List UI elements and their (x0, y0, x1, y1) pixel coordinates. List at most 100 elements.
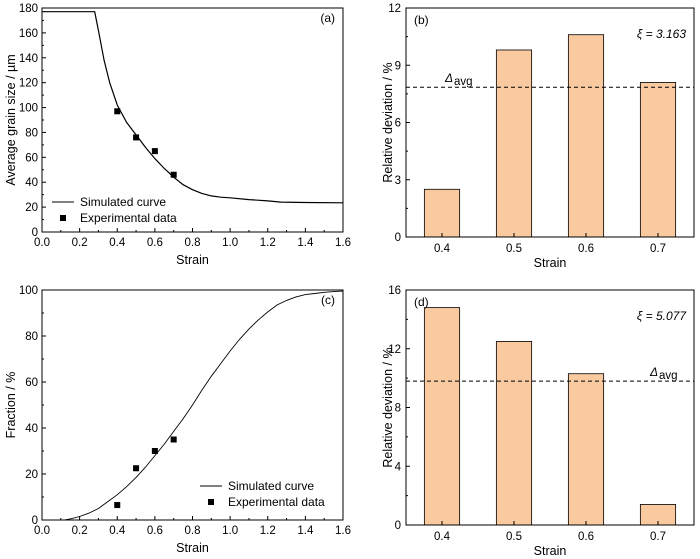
series-line-simulated-a (42, 11, 344, 204)
xi-annotation-d: ξ = 5.077 (637, 309, 687, 323)
data-point-experimental-c (151, 448, 158, 454)
bar-b-0.5 (495, 49, 533, 238)
legend-label-experimental-c: Experimental data (228, 495, 325, 509)
data-point-experimental-a (114, 108, 121, 115)
x-axis-label-c: Strain (176, 541, 209, 555)
bar-b-0.4 (423, 188, 461, 238)
x-tick-label-a: 0.8 (185, 237, 201, 249)
y-tick-label-a: 100 (19, 103, 38, 115)
x-tick-label-c: 0.8 (185, 525, 201, 537)
y-tick-label-a: 160 (19, 28, 38, 40)
y-tick-label-b: 12 (388, 3, 401, 15)
x-axis-label-d: Strain (534, 544, 567, 558)
data-point-experimental-c (133, 465, 140, 472)
x-tick-label-a: 1.0 (222, 237, 238, 249)
bar-b-0.6 (567, 34, 605, 238)
xi-annotation-b: ξ = 3.163 (637, 27, 686, 41)
x-axis-label-a: Strain (176, 253, 209, 267)
legend-label-experimental-a: Experimental data (80, 211, 177, 225)
y-tick-label-c: 40 (25, 423, 38, 435)
x-tick-label-a: 1.4 (297, 237, 314, 249)
y-tick-label-a: 120 (19, 78, 38, 90)
x-tick-label-c: 1.6 (335, 525, 351, 537)
x-axis-label-b: Strain (534, 256, 567, 270)
average-label-subscript-d: avg (659, 370, 678, 382)
plot-frame-d (405, 289, 695, 526)
x-tick-label-c: 0.4 (109, 525, 126, 537)
y-tick-label-a: 60 (25, 152, 38, 164)
data-point-experimental-a (170, 171, 177, 178)
bar-d-0.6 (567, 373, 605, 526)
average-label-d: Δ (649, 365, 658, 379)
panel-b: 0.4 0.5 0.6 0.7 0 3 6 9 12 (b) ξ = 3.163 Δ avg Strain… (381, 3, 695, 270)
y-tick-label-a: 40 (25, 177, 38, 189)
data-point-experimental-c (170, 436, 177, 443)
panel-label-c: (c) (321, 293, 335, 307)
x-tick-label-b: 0.7 (650, 243, 666, 255)
y-tick-label-d: 8 (395, 403, 401, 415)
panel-label-d: (d) (414, 295, 429, 309)
x-tick-label-d: 0.4 (434, 531, 451, 543)
plot-frame-b (405, 7, 695, 238)
x-tick-label-c: 0.0 (34, 525, 50, 537)
data-point-experimental-a (151, 148, 158, 155)
x-tick-label-b: 0.6 (578, 243, 594, 255)
y-axis-label-c: Fraction / % (4, 372, 18, 439)
bar-b-0.7 (639, 82, 677, 238)
y-tick-label-b: 0 (395, 232, 401, 244)
y-tick-label-a: 80 (25, 127, 38, 139)
x-tick-label-a: 1.2 (260, 237, 276, 249)
y-tick-label-c: 80 (25, 331, 38, 343)
y-tick-label-d: 16 (388, 285, 401, 297)
y-tick-label-b: 6 (395, 118, 401, 130)
x-tick-label-a: 0.6 (147, 237, 163, 249)
y-tick-label-a: 180 (19, 3, 38, 15)
x-tick-label-a: 0.4 (109, 237, 126, 249)
y-tick-label-c: 60 (25, 377, 38, 389)
plot-frame-a (41, 7, 344, 233)
data-point-experimental-c (114, 502, 121, 509)
x-tick-label-c: 1.2 (260, 525, 276, 537)
legend-label-simulated-a: Simulated curve (80, 195, 166, 209)
y-tick-label-a: 0 (32, 227, 38, 239)
y-tick-label-c: 0 (32, 515, 38, 527)
bar-d-0.4 (423, 307, 461, 526)
y-tick-label-c: 20 (25, 469, 38, 481)
panel-label-b: (b) (414, 13, 429, 27)
series-line-simulated-c (42, 290, 344, 521)
x-tick-label-d: 0.6 (578, 531, 594, 543)
x-tick-label-a: 0.0 (34, 237, 50, 249)
x-tick-label-b: 0.5 (506, 243, 522, 255)
y-tick-label-d: 0 (395, 520, 401, 532)
panel-label-a: (a) (320, 11, 335, 25)
x-tick-label-b: 0.4 (434, 243, 451, 255)
y-tick-label-d: 4 (395, 461, 402, 473)
y-axis-label-d: Relative deviation / % (381, 347, 395, 467)
plot-frame-c (41, 289, 344, 521)
x-tick-label-a: 1.6 (335, 237, 351, 249)
panel-d: 0.4 0.5 0.6 0.7 0 4 8 12 16 (d) ξ = 5.077 Δ avg Strai… (381, 285, 695, 558)
x-tick-label-a: 0.2 (72, 237, 88, 249)
y-tick-label-b: 3 (395, 175, 401, 187)
x-tick-label-d: 0.5 (506, 531, 522, 543)
legend-marker-swatch-c (208, 499, 214, 505)
x-tick-label-c: 0.6 (147, 525, 163, 537)
y-tick-label-d: 12 (388, 344, 401, 356)
average-label-b: Δ (444, 71, 453, 85)
x-tick-label-d: 0.7 (650, 531, 666, 543)
data-point-experimental-a (133, 134, 140, 141)
x-tick-label-c: 0.2 (72, 525, 88, 537)
x-tick-label-c: 1.0 (222, 525, 238, 537)
y-tick-label-b: 9 (395, 60, 401, 72)
y-axis-label-b: Relative deviation / % (381, 62, 395, 182)
y-tick-label-c: 100 (19, 285, 38, 297)
x-tick-label-c: 1.4 (297, 525, 314, 537)
legend-marker-swatch-a (60, 215, 66, 221)
legend-label-simulated-c: Simulated curve (228, 479, 314, 493)
panel-a: 0.0 0.2 0.4 0.6 0.8 1.0 1.2 1.4 1.6 0 20 40 60 80 100 1… (4, 3, 351, 267)
average-label-subscript-b: avg (454, 76, 473, 88)
y-axis-label-a: Average grain size / µm (4, 54, 18, 185)
bar-d-0.5 (495, 341, 533, 526)
y-tick-label-a: 140 (19, 53, 38, 65)
